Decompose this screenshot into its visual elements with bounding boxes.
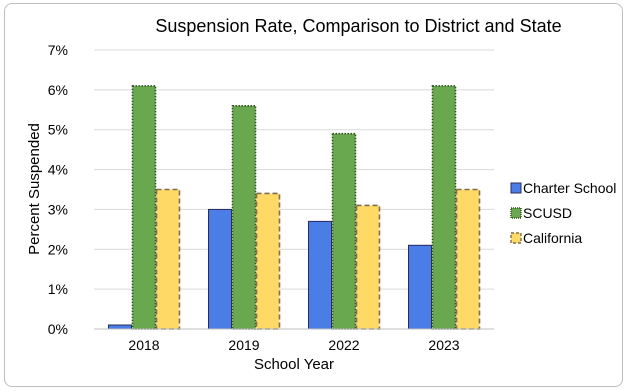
bar-california-2022 — [355, 204, 381, 330]
bar-california-2018 — [155, 188, 181, 330]
bar-scusd-2018 — [131, 85, 157, 330]
legend-label: California — [523, 230, 582, 246]
y-tick-label: 6% — [48, 82, 68, 98]
bar-charter-school-2019 — [208, 208, 232, 330]
x-tick-label: 2022 — [328, 337, 359, 353]
bar-charter-school-2018 — [108, 324, 132, 330]
y-tick-labels: 0% 1% 2% 3% 4% 5% 6% 7% — [48, 42, 68, 337]
y-tick-label: 0% — [48, 321, 68, 337]
bar-scusd-2019 — [231, 105, 257, 330]
y-tick-label: 5% — [48, 122, 68, 138]
legend: Charter School SCUSD California — [510, 180, 616, 246]
legend-label: SCUSD — [523, 205, 572, 221]
bar-california-2023 — [455, 188, 481, 330]
x-tick-label: 2023 — [428, 337, 459, 353]
chart-title: Suspension Rate, Comparison to District … — [155, 16, 562, 36]
bars — [108, 85, 481, 330]
y-tick-label: 7% — [48, 42, 68, 58]
y-tick-label: 2% — [48, 241, 68, 257]
x-tick-labels: 2018 2019 2022 2023 — [128, 337, 459, 353]
x-tick-label: 2019 — [228, 337, 259, 353]
x-axis-label: School Year — [254, 356, 334, 373]
bar-scusd-2022 — [331, 132, 357, 330]
y-tick-label: 4% — [48, 162, 68, 178]
bar-california-2019 — [255, 192, 281, 330]
y-axis-label: Percent Suspended — [26, 123, 43, 255]
legend-swatch — [510, 182, 522, 194]
legend-swatch — [510, 207, 522, 219]
y-tick-label: 3% — [48, 201, 68, 217]
bar-scusd-2023 — [431, 85, 457, 330]
legend-label: Charter School — [523, 180, 616, 196]
bar-charter-school-2023 — [408, 244, 432, 330]
x-tick-label: 2018 — [128, 337, 159, 353]
bar-charter-school-2022 — [308, 220, 332, 330]
legend-swatch — [510, 232, 522, 244]
y-tick-label: 1% — [48, 281, 68, 297]
